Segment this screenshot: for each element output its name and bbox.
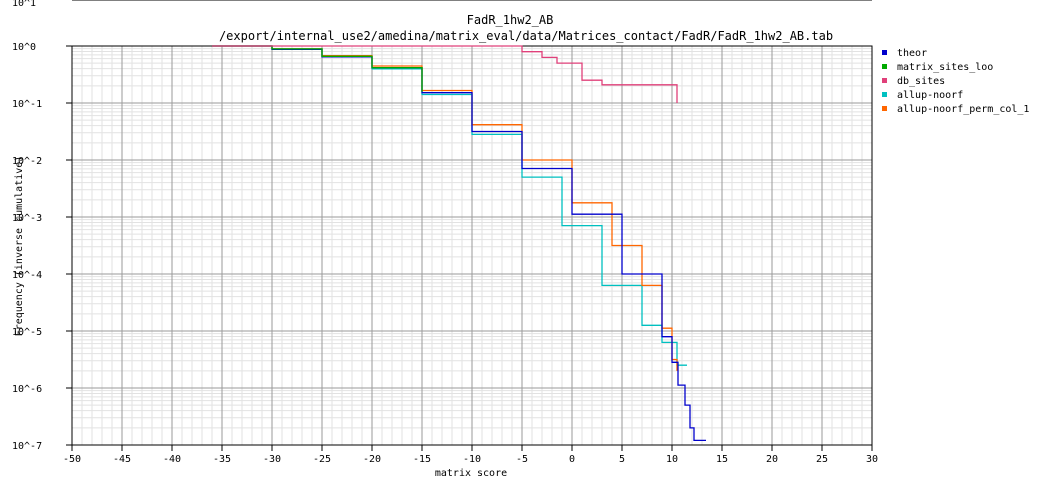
x-tick-label: 25 — [816, 454, 828, 465]
x-tick-label: -50 — [63, 454, 81, 465]
x-tick-label: -20 — [363, 454, 381, 465]
x-tick-label: -25 — [313, 454, 331, 465]
chart-title: FadR_1hw2_AB — [467, 13, 554, 27]
series-line-matrix_sites_loo — [212, 45, 423, 92]
x-axis-ticks: -50 -45 -40 -35 -30 -25 -20 -15 -10 -5 0 5 10 15 20 25 3… — [63, 445, 878, 465]
y-tick-label: 10^-3 — [12, 213, 42, 224]
y-tick-label: 10^-6 — [12, 384, 42, 395]
y-top-partial-label: 10^1 — [12, 0, 36, 9]
x-tick-label: 0 — [569, 454, 575, 465]
legend-label: allup-noorf — [897, 90, 963, 101]
legend-swatch — [882, 64, 887, 69]
legend-swatch — [882, 106, 887, 111]
x-tick-label: -10 — [463, 454, 481, 465]
series-line-allup-noorf — [212, 45, 687, 366]
legend-swatch — [882, 78, 887, 83]
legend-swatch — [882, 92, 887, 97]
y-axis-ticks: 10^0 10^-1 10^-2 10^-3 10^-4 10^-5 10^-6 10^-7 — [12, 42, 72, 452]
series-lines — [212, 45, 706, 442]
legend: theor matrix_sites_loo db_sites allup-noorf… — [882, 48, 1029, 115]
x-axis-label: matrix score — [435, 468, 507, 479]
x-tick-label: -30 — [263, 454, 281, 465]
x-tick-label: 15 — [716, 454, 728, 465]
x-tick-label: 10 — [666, 454, 678, 465]
x-tick-label: -35 — [213, 454, 231, 465]
x-tick-label: 20 — [766, 454, 778, 465]
x-tick-label: 30 — [866, 454, 878, 465]
y-tick-label: 10^-1 — [12, 99, 42, 110]
y-tick-label: 10^-5 — [12, 327, 42, 338]
x-tick-label: -40 — [163, 454, 181, 465]
y-tick-label: 10^-2 — [12, 156, 42, 167]
legend-label: theor — [897, 48, 927, 59]
legend-label: allup-noorf_perm_col_1 — [897, 104, 1029, 115]
x-tick-label: 5 — [619, 454, 625, 465]
chart-subtitle: /export/internal_use2/amedina/matrix_eva… — [219, 29, 833, 43]
y-tick-label: 10^0 — [12, 42, 36, 53]
y-axis-label: Frequency (inverse cumulative) — [14, 156, 25, 337]
x-tick-label: -45 — [113, 454, 131, 465]
legend-label: db_sites — [897, 76, 945, 87]
y-tick-label: 10^-4 — [12, 270, 42, 281]
legend-swatch — [882, 50, 887, 55]
x-tick-label: -15 — [413, 454, 431, 465]
series-line-db_sites — [212, 45, 678, 103]
legend-label: matrix_sites_loo — [897, 62, 993, 73]
y-tick-label: 10^-7 — [12, 441, 42, 452]
x-tick-label: -5 — [516, 454, 528, 465]
